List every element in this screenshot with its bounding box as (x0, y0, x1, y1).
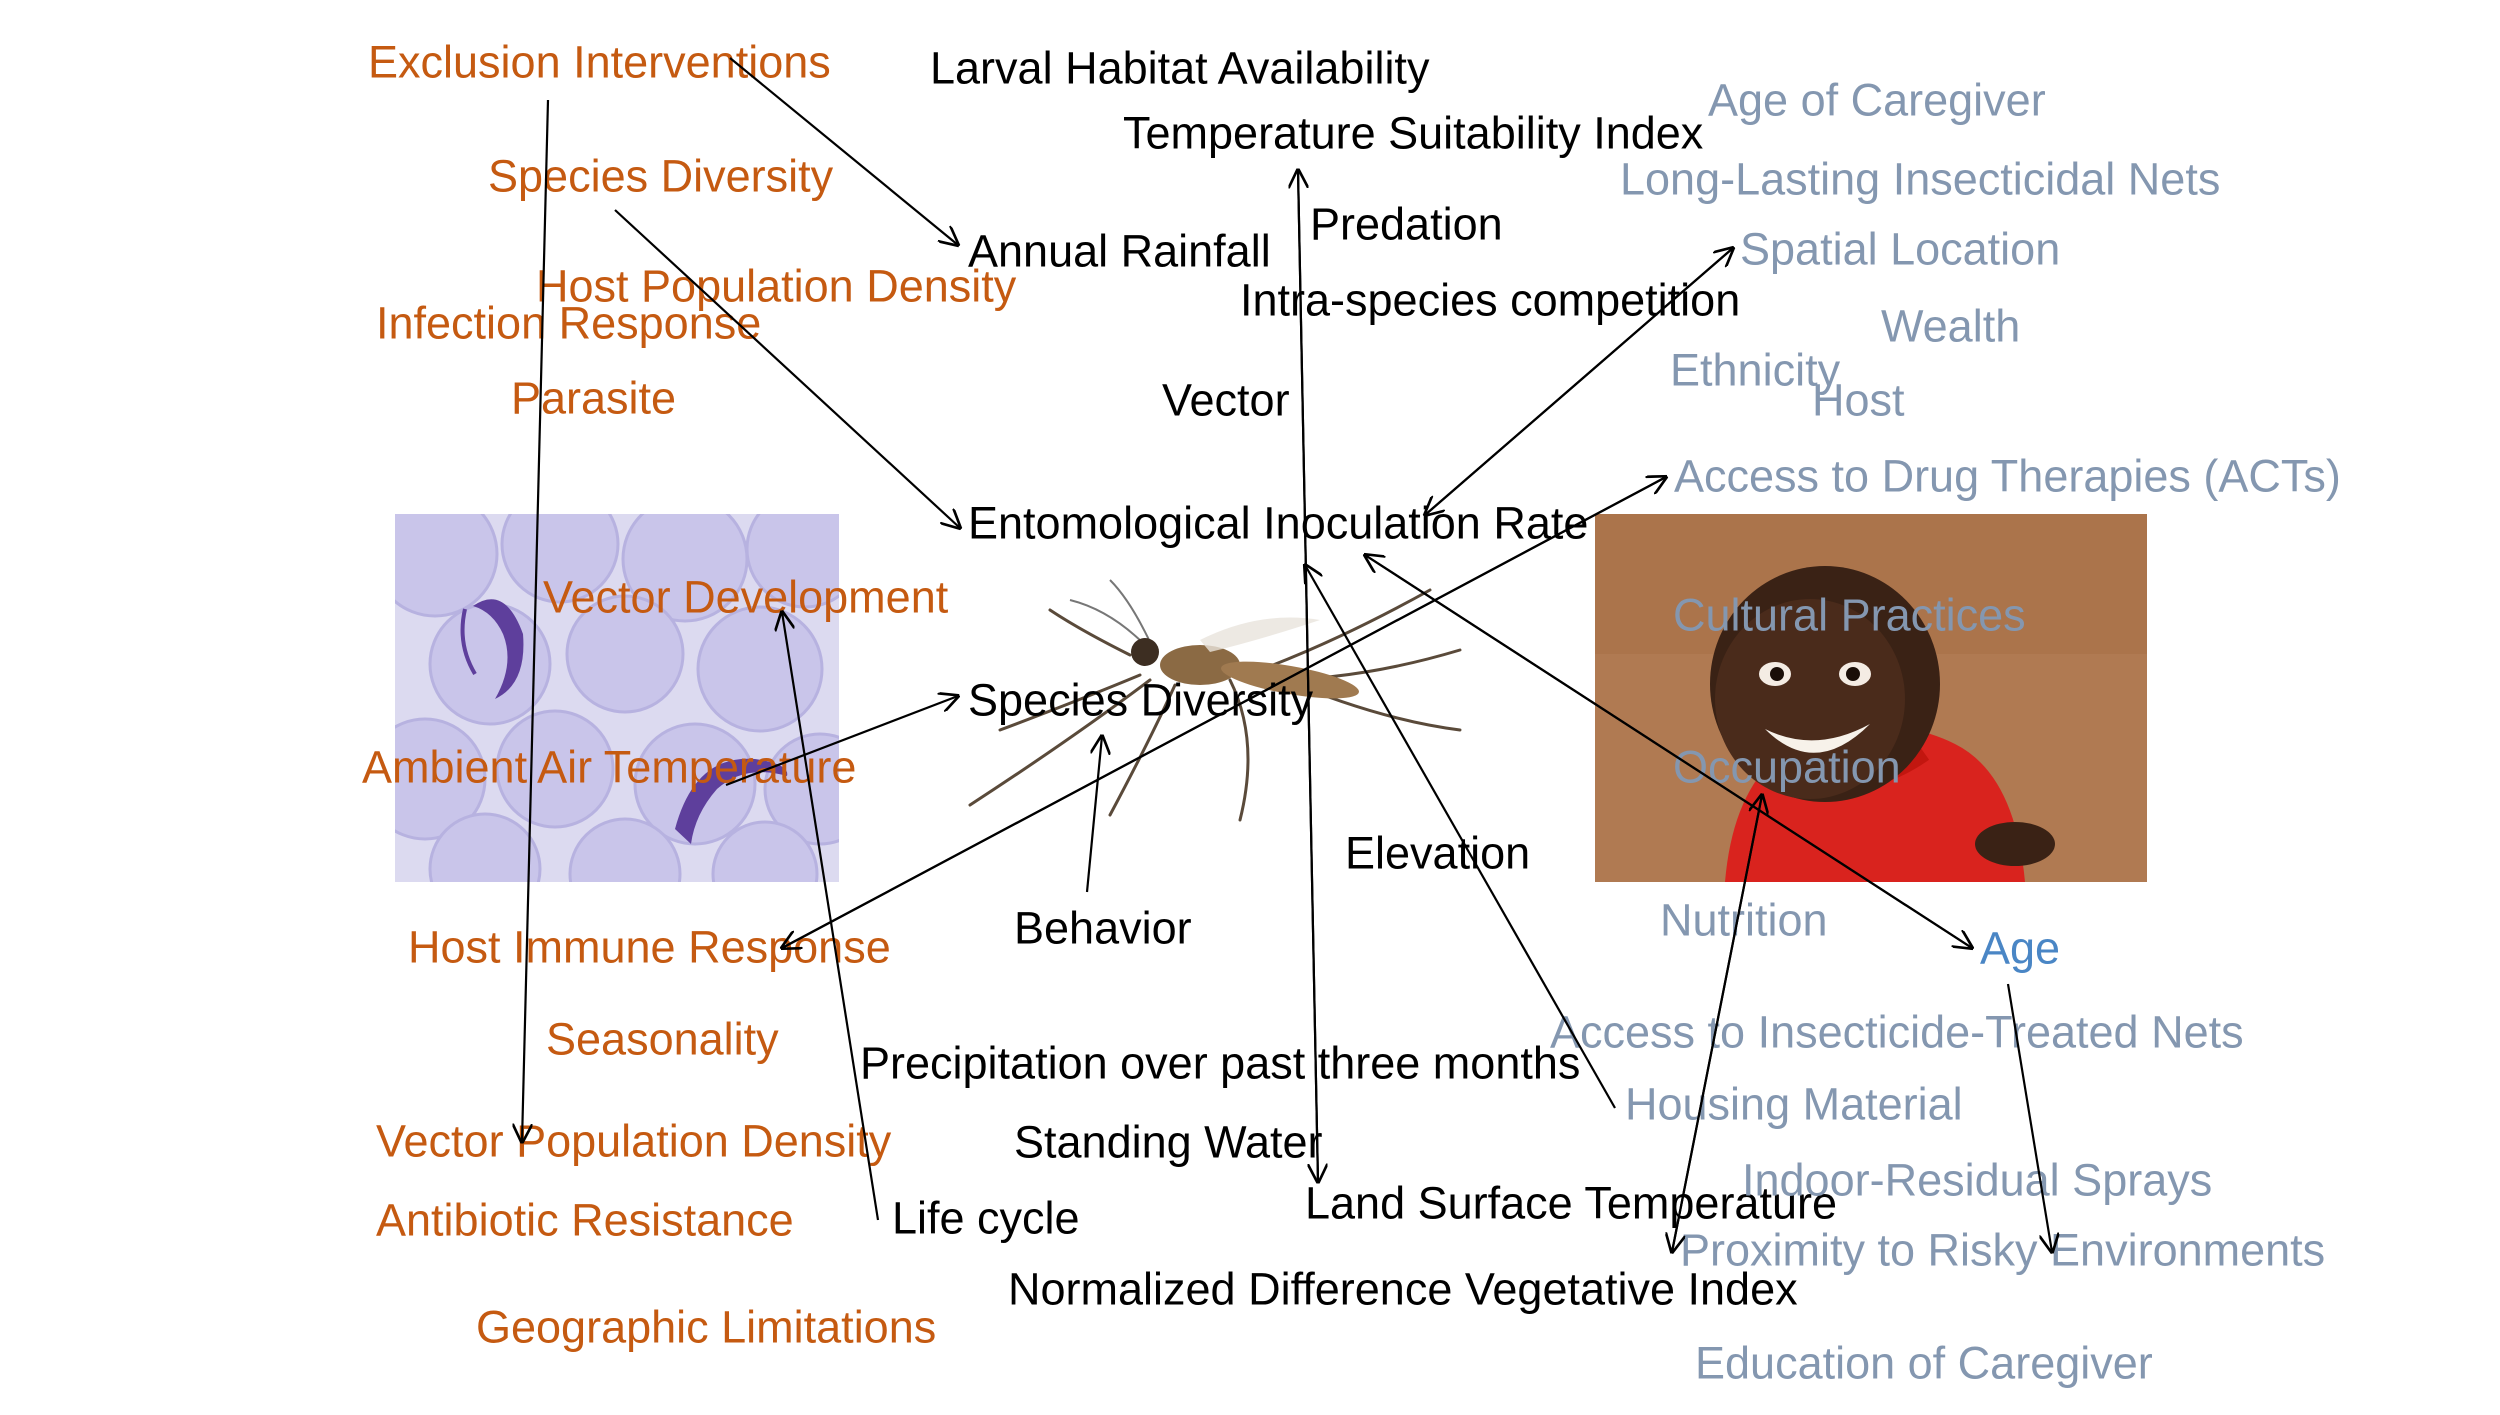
label-ndvi: Normalized Difference Vegetative Index (1008, 1263, 1798, 1315)
label-life-cycle: Life cycle (892, 1192, 1080, 1244)
label-precipitation: Precipitation over past three months (860, 1037, 1581, 1089)
label-vector-development: Vector Development (543, 571, 949, 623)
label-geographic-limitations: Geographic Limitations (476, 1301, 937, 1353)
label-entomological-inoculation-rate: Entomological Inoculation Rate (968, 497, 1589, 549)
label-occupation: Occupation (1673, 741, 1901, 793)
label-age-of-caregiver: Age of Caregiver (1708, 74, 2046, 126)
label-indoor-residual-sprays: Indoor-Residual Sprays (1742, 1154, 2213, 1206)
label-behavior: Behavior (1014, 902, 1192, 954)
label-temperature-suitability-index: Temperature Suitability Index (1123, 107, 1704, 159)
label-vector: Vector (1162, 374, 1290, 426)
label-nutrition: Nutrition (1660, 894, 1828, 946)
label-housing-material: Housing Material (1625, 1078, 1963, 1130)
blood-smear-image (395, 514, 839, 882)
label-elevation: Elevation (1345, 827, 1531, 879)
label-host: Host (1812, 374, 1905, 426)
label-standing-water: Standing Water (1014, 1116, 1323, 1168)
label-age: Age (1980, 922, 2061, 974)
child-image (1595, 514, 2147, 882)
label-host-immune-response: Host Immune Response (408, 921, 891, 973)
label-vector-population-density: Vector Population Density (376, 1115, 892, 1167)
label-parasite-species-diversity: Species Diversity (488, 150, 834, 202)
label-intra-species-competition: Intra-species competition (1240, 274, 1741, 326)
label-vector-species-diversity: Species Diversity (968, 674, 1314, 726)
label-cultural-practices: Cultural Practices (1673, 589, 2026, 641)
label-long-lasting-nets: Long-Lasting Insecticidal Nets (1620, 153, 2221, 205)
label-larval-habitat-availability: Larval Habitat Availability (930, 42, 1430, 94)
label-spatial-location: Spatial Location (1740, 223, 2061, 275)
arrow-species-diversity-to-eir (614, 209, 960, 528)
label-exclusion-interventions: Exclusion Interventions (368, 36, 831, 88)
label-infection-response: Infection Response (376, 297, 762, 349)
label-access-to-drug-therapies: Access to Drug Therapies (ACTs) (1674, 450, 2341, 502)
label-wealth: Wealth (1881, 300, 2021, 352)
label-education-of-caregiver: Education of Caregiver (1695, 1337, 2153, 1389)
label-antibiotic-resistance: Antibiotic Resistance (376, 1194, 794, 1246)
label-access-to-itn: Access to Insecticide-Treated Nets (1550, 1006, 2244, 1058)
label-ambient-air-temperature: Ambient Air Temperature (362, 741, 857, 793)
label-seasonality: Seasonality (546, 1013, 779, 1065)
label-predation: Predation (1310, 198, 1503, 250)
label-parasite: Parasite (511, 372, 677, 424)
label-proximity-to-risky-env: Proximity to Risky Environments (1680, 1224, 2326, 1276)
label-annual-rainfall: Annual Rainfall (968, 225, 1271, 277)
